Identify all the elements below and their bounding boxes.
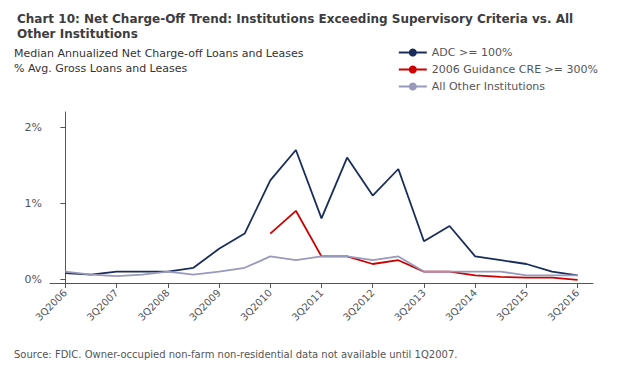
- svg-text:2006 Guidance CRE >= 300%: 2006 Guidance CRE >= 300%: [432, 63, 598, 76]
- svg-text:0%: 0%: [25, 273, 42, 286]
- svg-text:% Avg. Gross Loans and Leases: % Avg. Gross Loans and Leases: [14, 62, 188, 75]
- svg-text:2%: 2%: [25, 121, 42, 134]
- svg-text:1%: 1%: [25, 197, 42, 210]
- svg-text:3Q2009: 3Q2009: [187, 287, 223, 323]
- svg-text:3Q2016: 3Q2016: [546, 287, 582, 323]
- svg-text:3Q2006: 3Q2006: [33, 287, 69, 323]
- svg-text:All Other Institutions: All Other Institutions: [432, 80, 546, 93]
- svg-text:3Q2010: 3Q2010: [238, 287, 274, 323]
- svg-text:3Q2011: 3Q2011: [290, 287, 326, 323]
- svg-text:Chart 10: Net Charge-Off Trend: Chart 10: Net Charge-Off Trend: Institut…: [17, 12, 577, 26]
- svg-text:3Q2007: 3Q2007: [85, 287, 121, 323]
- svg-text:3Q2013: 3Q2013: [392, 287, 428, 323]
- svg-text:Other Institutions: Other Institutions: [17, 27, 138, 41]
- svg-text:ADC >= 100%: ADC >= 100%: [432, 46, 513, 59]
- svg-text:3Q2014: 3Q2014: [443, 287, 479, 323]
- svg-text:3Q2015: 3Q2015: [494, 287, 530, 323]
- svg-text:Source: FDIC. Owner-occupied n: Source: FDIC. Owner-occupied non-farm no…: [14, 349, 457, 360]
- svg-text:3Q2008: 3Q2008: [136, 287, 172, 323]
- svg-text:3Q2012: 3Q2012: [341, 287, 377, 323]
- svg-text:Median Annualized Net Charge-o: Median Annualized Net Charge-off Loans a…: [14, 47, 304, 60]
